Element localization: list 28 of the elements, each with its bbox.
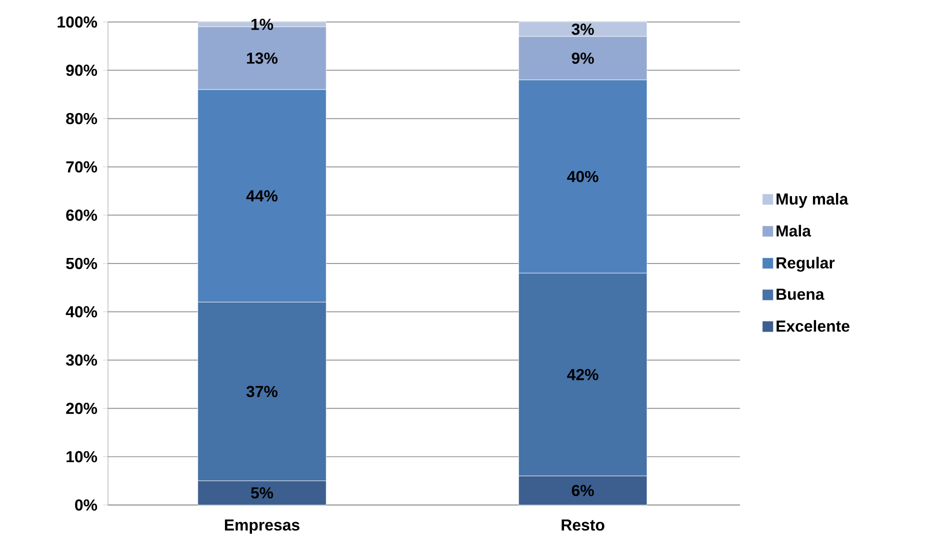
data-label: 40% — [567, 170, 598, 182]
data-label: 13% — [247, 52, 278, 64]
y-tick-label: 0% — [75, 499, 98, 511]
x-tick-label: Empresas — [224, 519, 300, 534]
data-label: 5% — [250, 487, 274, 499]
data-label: 42% — [567, 368, 598, 380]
data-label: 37% — [246, 386, 278, 398]
y-tick-label: 30% — [66, 354, 98, 366]
y-tick-label: 70% — [66, 161, 98, 173]
data-label: 9% — [572, 52, 594, 64]
data-label: 3% — [572, 24, 594, 35]
y-tick-label: 60% — [66, 210, 98, 221]
data-label: 1% — [251, 18, 274, 30]
y-tick-label: 20% — [66, 402, 98, 414]
x-tick-label: Resto — [562, 519, 604, 531]
y-tick-label: 100% — [58, 16, 98, 28]
data-label: 44% — [246, 190, 278, 202]
data-label: 6% — [572, 484, 594, 496]
y-tick-label: 10% — [66, 451, 98, 462]
y-tick-label: 50% — [66, 258, 98, 270]
legend-label: Excelente — [776, 320, 850, 332]
legend-label: Buena — [776, 288, 824, 300]
y-tick-label: 90% — [66, 64, 98, 76]
legend-label: Mala — [776, 224, 812, 237]
y-tick-label: 40% — [66, 306, 98, 318]
legend-label: Regular — [776, 256, 835, 272]
y-tick-label: 80% — [66, 112, 98, 124]
legend-label: Muy mala — [776, 192, 848, 208]
